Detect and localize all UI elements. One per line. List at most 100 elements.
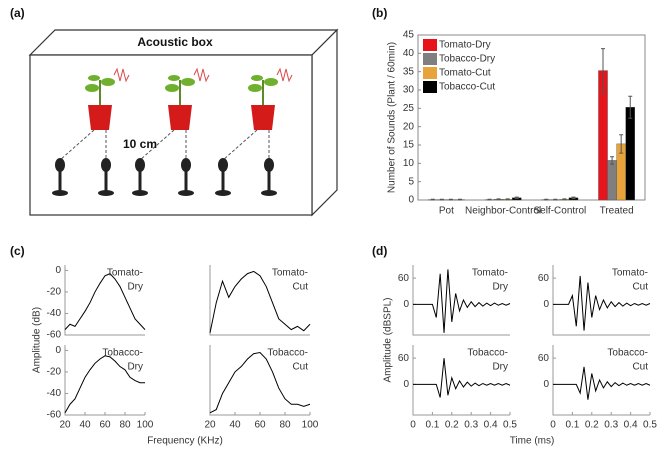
x-axis-label: Time (ms): [510, 436, 555, 447]
y-tick-label: 60: [538, 353, 550, 364]
y-tick-label: 0: [55, 265, 61, 276]
y-tick-label: 35: [403, 66, 415, 77]
y-tick-label: 0: [403, 379, 409, 390]
error-bar: [430, 198, 435, 201]
distance-label: 10 cm: [123, 137, 157, 151]
x-tick-label: 100: [137, 420, 154, 431]
error-bar: [571, 196, 576, 200]
x-tick-label: 0.2: [445, 420, 459, 431]
x-tick-label: 60: [99, 420, 111, 431]
series-label: Cut: [292, 362, 308, 373]
legend-label: Tobacco-Dry: [439, 54, 495, 65]
error-bar: [457, 198, 462, 201]
y-tick-label: -60: [47, 410, 62, 421]
x-tick-label: Neighbor-Control: [465, 206, 541, 217]
y-axis-label: Number of Sounds (Plant / 60min): [387, 42, 398, 193]
error-bar: [601, 48, 606, 94]
legend-swatch: [423, 53, 437, 65]
y-tick-label: 40: [403, 48, 415, 59]
x-tick-label: 0.3: [604, 420, 618, 431]
x-axis-label: Frequency (KHz): [147, 436, 223, 447]
microphones: [52, 158, 277, 196]
y-tick-label: -60: [47, 330, 62, 341]
x-tick-label: 0.4: [624, 420, 638, 431]
series-line: [64, 273, 146, 330]
y-axis-label: Amplitude (dB): [32, 307, 43, 373]
x-tick-label: 60: [254, 420, 266, 431]
y-tick-label: -40: [47, 388, 62, 399]
axis: [412, 265, 510, 336]
error-bar: [505, 198, 510, 201]
x-tick-label: 20: [59, 420, 71, 431]
series-line: [553, 366, 651, 400]
legend-label: Tomato-Cut: [439, 68, 491, 79]
error-bar: [439, 198, 444, 201]
y-tick-label: 60: [398, 273, 410, 284]
error-bar: [544, 198, 549, 201]
legend-label: Tobacco-Cut: [439, 82, 495, 93]
series-line: [64, 355, 145, 414]
series-line: [413, 269, 511, 333]
series-label: Cut: [292, 282, 308, 293]
error-bar: [496, 198, 501, 201]
series-label: Tobacco-: [467, 348, 508, 359]
series-label: Cut: [632, 362, 648, 373]
acoustic-box: [28, 28, 339, 217]
series-label: Tomato-: [272, 268, 308, 279]
x-tick-label: 0.3: [464, 420, 478, 431]
error-bar: [562, 198, 567, 201]
x-tick-label: 0.5: [643, 420, 657, 431]
error-bar: [610, 156, 615, 165]
series-line: [553, 275, 651, 331]
plant: [222, 67, 293, 161]
panel-label: (b): [372, 6, 387, 20]
x-tick-label: 0: [550, 420, 556, 431]
error-bar: [553, 198, 558, 201]
legend-swatch: [423, 67, 437, 79]
panel-label: (c): [10, 244, 25, 258]
series-label: Tobacco-: [267, 348, 308, 359]
box-title: Acoustic box: [137, 35, 213, 49]
series-label: Dry: [492, 362, 508, 373]
x-tick-label: Treated: [600, 206, 634, 217]
error-bar: [628, 95, 633, 119]
y-tick-label: 0: [543, 299, 549, 310]
error-bar: [487, 198, 492, 201]
error-bar: [514, 196, 519, 200]
y-tick-label: -40: [47, 308, 62, 319]
y-tick-label: 20: [403, 121, 415, 132]
series-label: Tomato-: [612, 268, 648, 279]
x-tick-label: 80: [119, 420, 131, 431]
legend-swatch: [423, 81, 437, 93]
y-tick-label: 0: [403, 299, 409, 310]
series-label: Tobacco-: [607, 348, 648, 359]
series-label: Dry: [127, 282, 143, 293]
plants: [59, 67, 293, 161]
y-tick-label: 0: [543, 379, 549, 390]
y-tick-label: 10: [403, 158, 415, 169]
plot-frame: [417, 34, 646, 201]
series-label: Cut: [632, 282, 648, 293]
x-tick-label: 40: [229, 420, 241, 431]
x-tick-label: Self-Control: [533, 206, 586, 217]
series-label: Dry: [492, 282, 508, 293]
x-tick-label: 0.4: [484, 420, 498, 431]
y-tick-label: -20: [47, 367, 62, 378]
x-tick-label: 0.1: [425, 420, 439, 431]
plant: [59, 67, 130, 161]
y-tick-label: 0: [55, 345, 61, 356]
panel-label: (a): [10, 6, 25, 20]
y-tick-label: 25: [403, 103, 415, 114]
x-tick-label: 100: [302, 420, 319, 431]
x-tick-label: 20: [204, 420, 216, 431]
series-line: [413, 358, 511, 398]
y-tick-label: 5: [408, 176, 414, 187]
series-label: Tomato-: [107, 268, 143, 279]
error-bar: [448, 198, 453, 201]
series-line: [209, 352, 311, 414]
bar: [625, 107, 635, 201]
x-tick-label: 0.1: [565, 420, 579, 431]
y-tick-label: 15: [403, 140, 415, 151]
series-label: Tobacco-: [102, 348, 143, 359]
